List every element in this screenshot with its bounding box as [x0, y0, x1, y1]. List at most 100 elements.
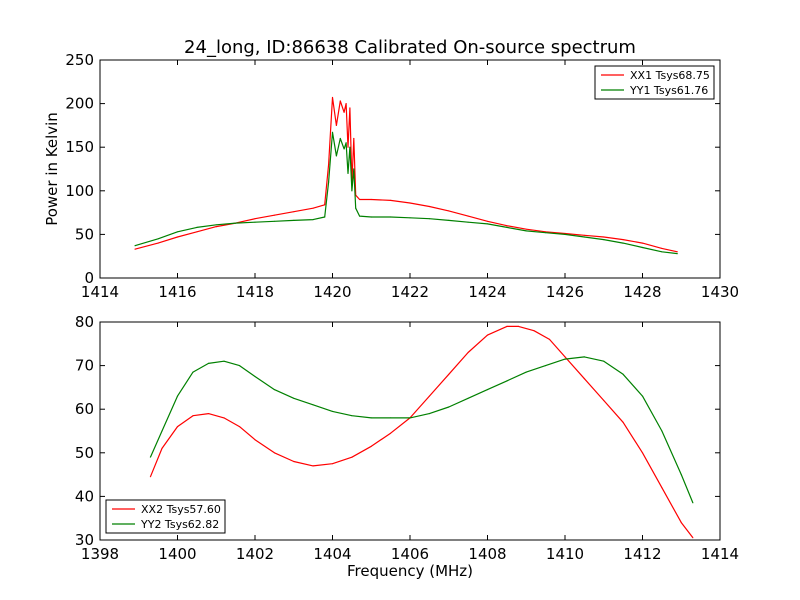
bottom-x-tick-label: 1402 [236, 545, 274, 563]
top-data-point [583, 236, 586, 238]
bottom-data-point [692, 537, 694, 539]
top-data-point [564, 233, 566, 235]
bottom-data-point [564, 356, 566, 358]
top-legend-label-xx1: XX1 Tsys68.75 [630, 69, 710, 82]
top-data-point [335, 155, 337, 157]
top-data-point [343, 111, 345, 113]
top-data-point [331, 96, 334, 99]
bottom-data-point [448, 406, 450, 408]
bottom-data-point [312, 404, 314, 406]
bottom-data-point [223, 417, 225, 419]
bottom-data-point [238, 426, 241, 428]
top-data-point [134, 248, 136, 250]
bottom-data-point [390, 432, 392, 434]
bottom-y-tick-label: 60 [75, 400, 94, 418]
bottom-data-point [161, 447, 163, 449]
bottom-data-point [370, 445, 372, 447]
bottom-data-point [486, 389, 489, 391]
bottom-data-point [692, 502, 694, 504]
top-data-point [506, 226, 508, 228]
bottom-data-point [467, 397, 469, 399]
top-data-point [293, 211, 295, 213]
top-data-point [622, 242, 624, 244]
bottom-x-tick-label: 1400 [158, 545, 196, 563]
bottom-data-point [351, 415, 353, 417]
top-data-point [345, 142, 347, 144]
bottom-data-point [680, 522, 682, 524]
top-x-tick-label: 1430 [701, 283, 739, 301]
bottom-data-point [238, 365, 241, 367]
bottom-data-point [564, 358, 566, 360]
top-data-point [355, 207, 357, 209]
top-data-point [235, 222, 237, 224]
top-data-point [359, 198, 361, 201]
top-data-point [353, 137, 355, 140]
top-data-point [545, 232, 547, 234]
top-data-point [254, 221, 256, 223]
bottom-data-point [192, 371, 194, 373]
top-data-point [331, 131, 334, 133]
top-data-point [353, 168, 355, 170]
bottom-chart-legend-box [105, 499, 226, 534]
bottom-data-point [254, 375, 256, 378]
bottom-data-point [409, 417, 411, 419]
top-data-point [486, 220, 489, 222]
top-data-point [486, 223, 489, 225]
top-data-point [347, 146, 349, 148]
top-y-tick-label: 0 [84, 269, 94, 287]
top-chart-title: 24_long, ID:86638 Calibrated On-source s… [184, 37, 636, 58]
bottom-x-tick-label: 1408 [468, 545, 506, 563]
bottom-data-point [312, 465, 314, 467]
top-data-point [339, 137, 341, 140]
top-data-point [409, 217, 411, 219]
top-chart: 24_long, ID:86638 Calibrated On-source s… [43, 37, 739, 301]
top-y-tick-label: 250 [65, 51, 94, 69]
bottom-data-point [223, 360, 225, 362]
top-x-tick-label: 1424 [468, 283, 506, 301]
top-data-point [506, 225, 508, 227]
bottom-x-tick-label: 1404 [313, 545, 351, 563]
top-data-point [661, 247, 663, 249]
bottom-y-tick-label: 50 [75, 444, 94, 462]
bottom-data-point [390, 417, 392, 419]
bottom-data-point [641, 452, 644, 454]
top-data-point [324, 204, 326, 206]
top-data-point [176, 231, 179, 233]
bottom-x-tick-label: 1410 [546, 545, 584, 563]
top-data-point [467, 221, 469, 223]
bottom-data-point [207, 362, 210, 364]
top-data-point [339, 100, 341, 102]
bottom-data-point [506, 380, 508, 382]
top-series-line-0 [134, 96, 678, 253]
bottom-chart-x-ticks: 1398 1400 1402 1404 1406 1408 1410 1412 1414 [81, 322, 739, 563]
bottom-data-point [548, 338, 551, 340]
bottom-data-point [207, 413, 210, 415]
top-data-point [661, 251, 663, 253]
top-data-point [349, 146, 351, 148]
top-x-tick-label: 1414 [81, 283, 119, 301]
bottom-chart-y-ticks: 30 40 50 60 70 80 [75, 313, 720, 549]
bottom-legend-label-xx2: XX2 Tsys57.60 [141, 503, 221, 516]
bottom-data-point [370, 417, 372, 419]
top-data-point [583, 234, 586, 236]
bottom-data-point [192, 415, 194, 417]
bottom-x-tick-label: 1414 [701, 545, 739, 563]
top-data-point [390, 216, 392, 218]
bottom-data-point [525, 371, 527, 373]
top-data-point [254, 218, 256, 220]
top-data-point [603, 239, 605, 241]
bottom-y-tick-label: 70 [75, 357, 94, 375]
top-data-point [448, 219, 450, 221]
bottom-data-point [273, 452, 275, 454]
top-y-tick-label: 100 [65, 182, 94, 200]
bottom-data-point [331, 410, 334, 412]
bottom-data-point [545, 365, 547, 367]
bottom-data-point [486, 334, 489, 336]
bottom-series-line-0 [149, 325, 694, 539]
bottom-chart-legend: XX2 Tsys57.60 YY2 Tsys62.82 [105, 499, 226, 534]
top-legend-label-yy1: YY1 Tsys61.76 [629, 84, 708, 97]
bottom-data-point [533, 330, 535, 332]
bottom-data-point [149, 476, 151, 478]
top-data-point [641, 246, 644, 249]
